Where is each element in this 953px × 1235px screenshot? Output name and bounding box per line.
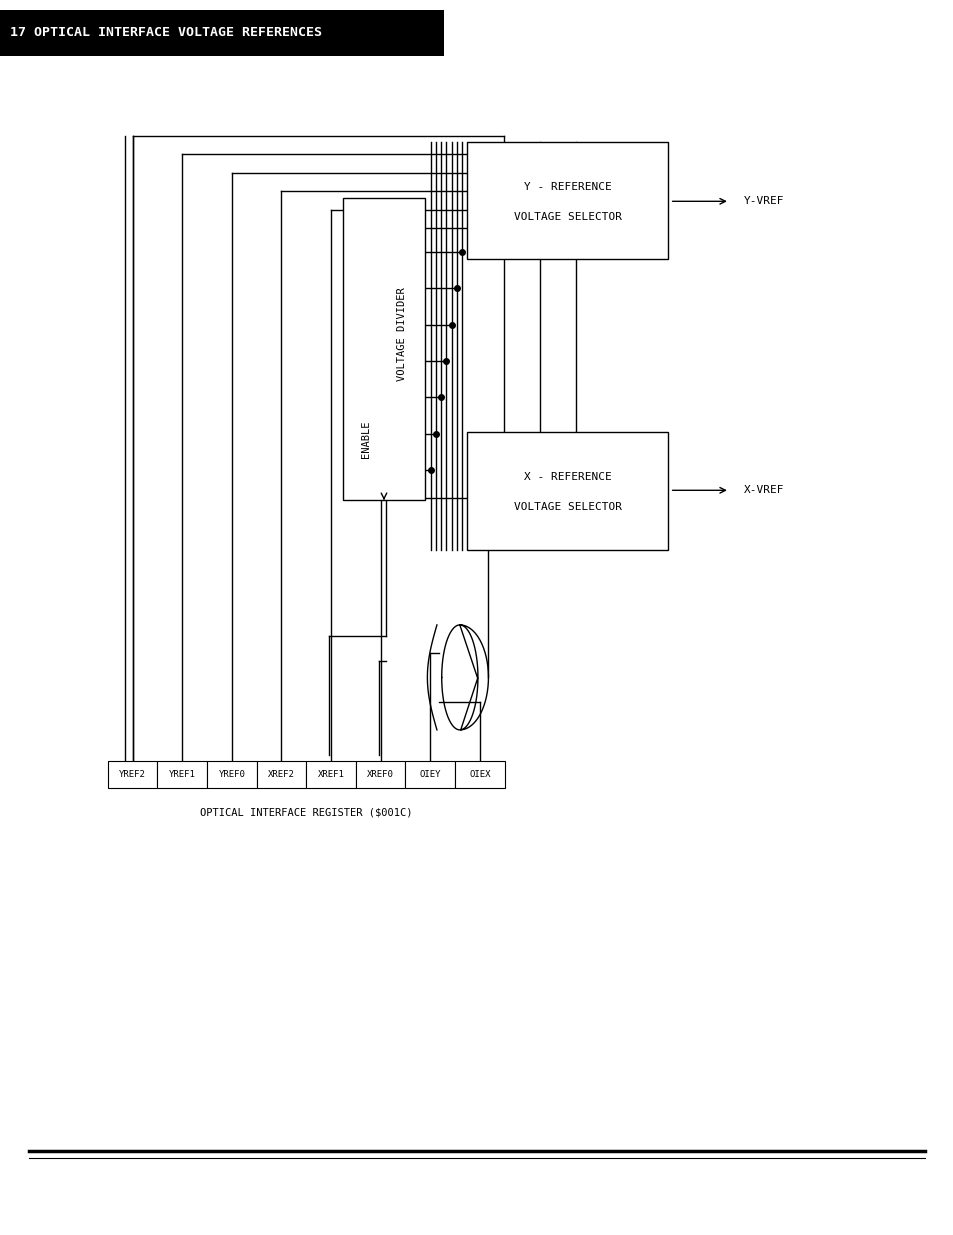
Text: YREF2: YREF2 (119, 769, 146, 779)
Bar (355, 761, 405, 788)
Text: X-VREF: X-VREF (743, 485, 783, 495)
Bar (256, 761, 306, 788)
Bar (405, 761, 455, 788)
Text: 17 OPTICAL INTERFACE VOLTAGE REFERENCES: 17 OPTICAL INTERFACE VOLTAGE REFERENCES (10, 26, 321, 40)
Text: XREF0: XREF0 (367, 769, 394, 779)
Bar (108, 761, 157, 788)
Text: Y - REFERENCE: Y - REFERENCE (523, 182, 611, 191)
Text: YREF1: YREF1 (169, 769, 195, 779)
Bar (467, 432, 667, 550)
Bar (306, 761, 355, 788)
Text: X - REFERENCE: X - REFERENCE (523, 472, 611, 482)
Text: OPTICAL INTERFACE REGISTER ($001C): OPTICAL INTERFACE REGISTER ($001C) (200, 808, 412, 818)
Bar (455, 761, 504, 788)
Bar (467, 142, 667, 259)
Text: XREF1: XREF1 (317, 769, 344, 779)
Text: VOLTAGE SELECTOR: VOLTAGE SELECTOR (513, 503, 621, 513)
Bar (207, 761, 256, 788)
Text: Y-VREF: Y-VREF (743, 196, 783, 206)
Text: OIEY: OIEY (419, 769, 440, 779)
Text: ENABLE: ENABLE (361, 421, 371, 458)
Text: VOLTAGE DIVIDER: VOLTAGE DIVIDER (396, 287, 406, 380)
Text: VOLTAGE SELECTOR: VOLTAGE SELECTOR (513, 212, 621, 222)
Text: YREF0: YREF0 (218, 769, 245, 779)
Text: XREF2: XREF2 (268, 769, 294, 779)
Bar (157, 761, 207, 788)
Bar (343, 198, 424, 500)
Bar (0, 10, 443, 56)
Text: OIEX: OIEX (469, 769, 490, 779)
